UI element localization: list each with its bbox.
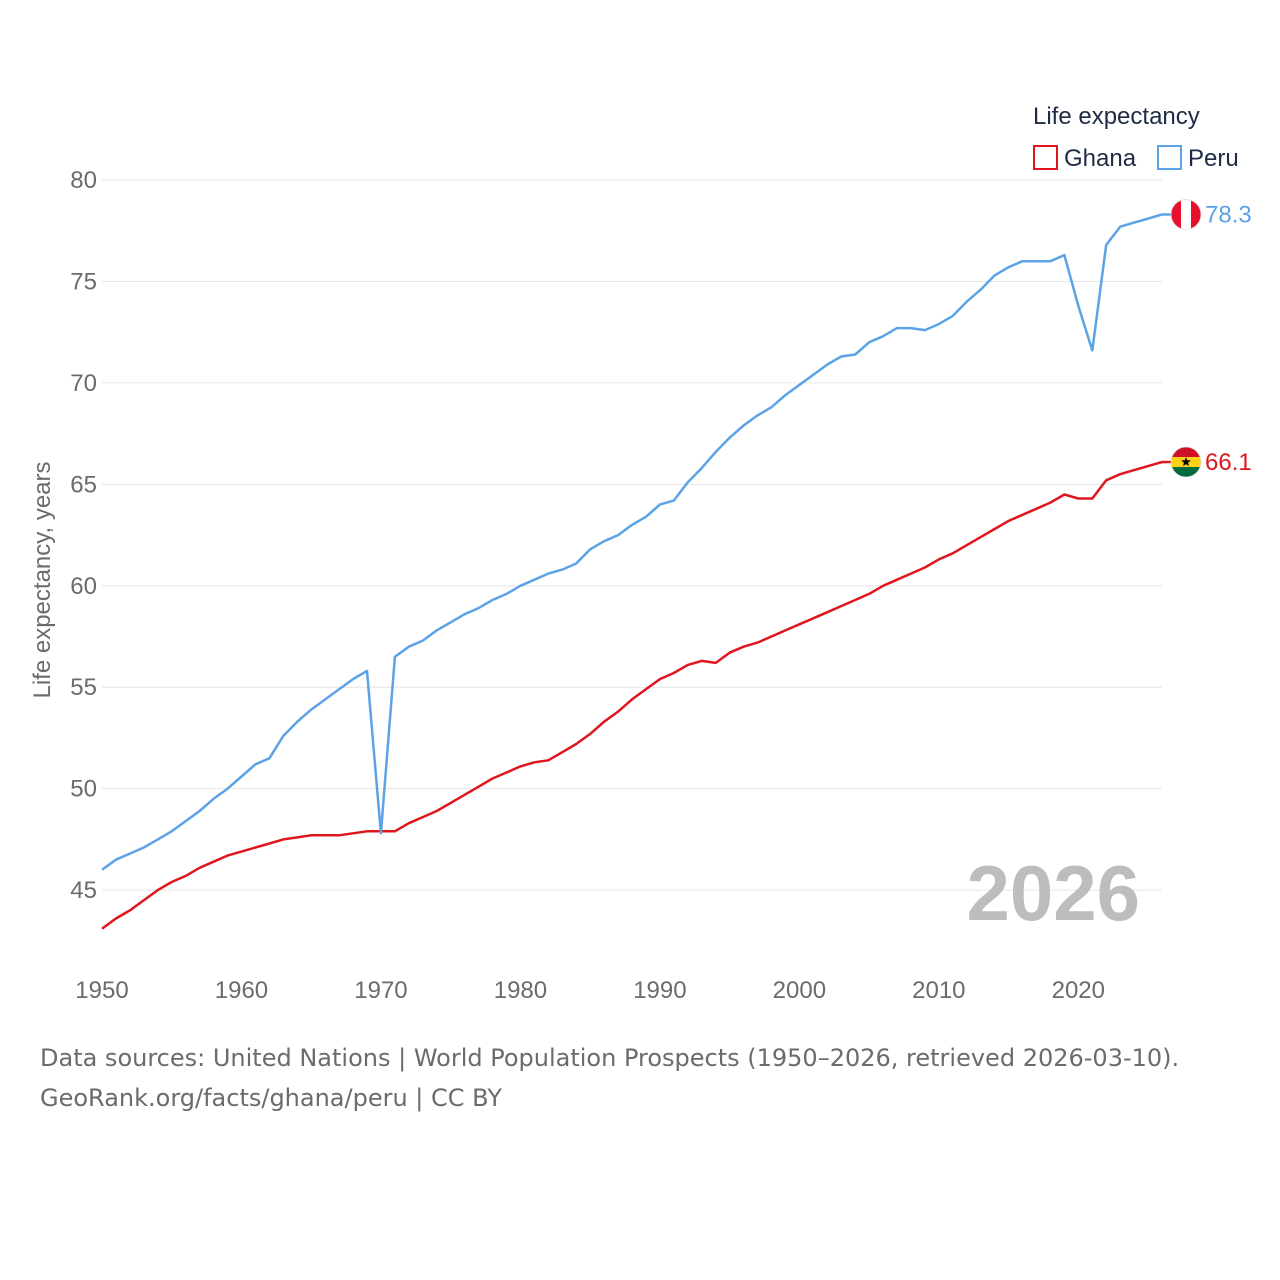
x-tick-label-1960: 1960 [215,977,268,1004]
y-tick-label-65: 65 [70,471,97,498]
line-chart: 45 50 55 60 65 70 75 80 1950 1960 1970 1980 1990 200… [29,103,1252,1004]
legend-swatch [1033,145,1058,170]
y-tick-label-45: 45 [70,877,97,904]
x-tick-label-1970: 1970 [354,977,407,1004]
y-tick-label-50: 50 [70,776,97,803]
x-tick-label-1950: 1950 [75,977,128,1004]
y-axis-label: Life expectancy, years [29,461,56,698]
legend: Life expectancy Ghana Peru [1033,103,1239,172]
ghana-flag-icon [1171,447,1201,478]
grid-lines [102,179,1162,891]
series-lines [101,213,1163,930]
end-value-label-ghana: 66.1 [1205,449,1252,476]
end-markers: 66.1 78.3 [1162,199,1252,478]
legend-label: Ghana [1064,145,1137,172]
x-tick-label-2010: 2010 [912,977,965,1004]
x-tick-label-1980: 1980 [494,977,547,1004]
legend-swatch [1157,145,1182,170]
y-axis-ticks: 45 50 55 60 65 70 75 80 [70,167,97,904]
legend-item-ghana[interactable]: Ghana [1033,145,1137,172]
data-source-note: Data sources: United Nations | World Pop… [40,1044,1180,1072]
y-tick-label-55: 55 [70,674,97,701]
legend-item-peru[interactable]: Peru [1157,145,1239,172]
y-tick-label-75: 75 [70,268,97,295]
y-tick-label-80: 80 [70,167,97,194]
legend-title: Life expectancy [1033,103,1200,130]
year-watermark: 2026 [966,849,1140,937]
end-marker-ghana: 66.1 [1162,446,1252,478]
peru-flag-icon [1171,199,1201,230]
series-line-peru [101,213,1163,871]
x-axis-ticks: 1950 1960 1970 1980 1990 2000 2010 2020 [75,977,1105,1004]
x-tick-label-2020: 2020 [1052,977,1105,1004]
y-tick-label-60: 60 [70,573,97,600]
y-tick-label-70: 70 [70,370,97,397]
x-tick-label-2000: 2000 [773,977,826,1004]
end-marker-peru: 78.3 [1162,199,1252,230]
end-value-label-peru: 78.3 [1205,201,1252,228]
series-line-ghana [101,460,1163,930]
attribution-link[interactable]: GeoRank.org/facts/ghana/peru | CC BY [40,1084,502,1112]
x-tick-label-1990: 1990 [633,977,686,1004]
legend-label: Peru [1188,145,1239,172]
